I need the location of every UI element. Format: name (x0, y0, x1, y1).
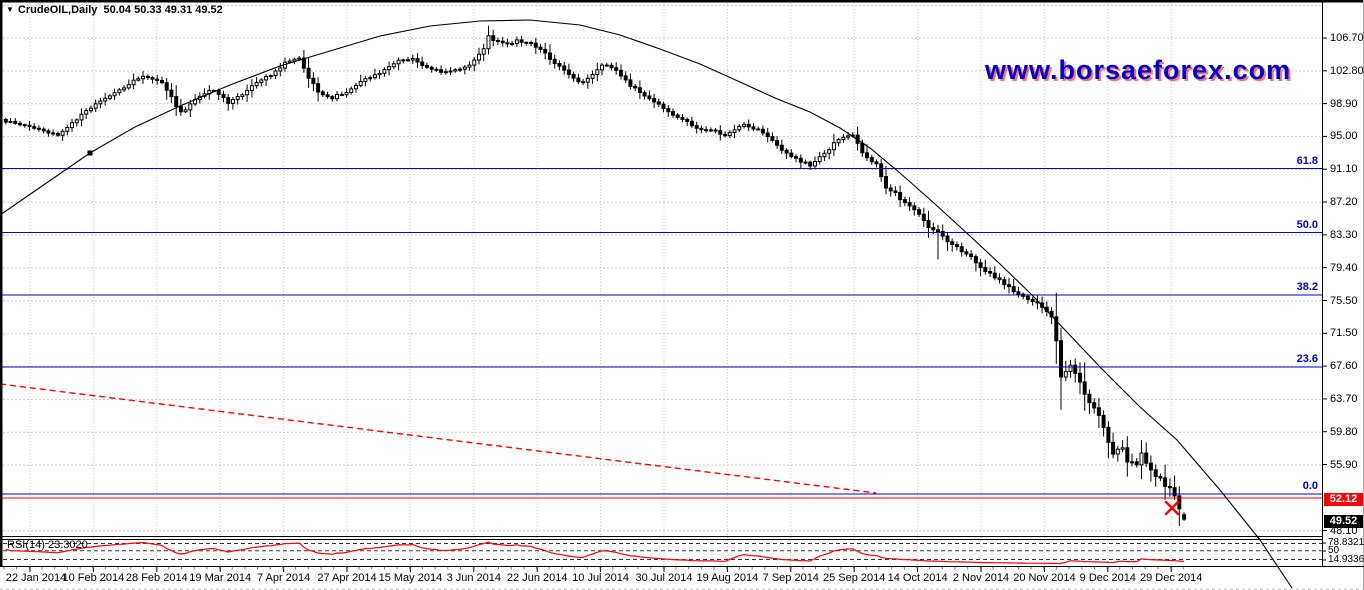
price-axis-label: 59.80 (1330, 425, 1358, 438)
parabolic-trend-curve[interactable] (0, 19, 1293, 589)
price-axis-label: 67.60 (1330, 360, 1358, 373)
fib-level-label: 38.2 (1296, 281, 1318, 293)
red-dashed-trendline[interactable] (0, 383, 877, 494)
price-axis-label: 48.10 (1330, 524, 1358, 537)
date-axis-label: 15 May 2014 (378, 572, 443, 584)
chart-symbol-period: CrudeOIL,Daily (17, 4, 98, 16)
date-axis-label: 28 Feb 2014 (125, 572, 188, 584)
date-axis-label: 29 Dec 2014 (1139, 572, 1203, 584)
date-axis-label: 20 Nov 2014 (1013, 572, 1076, 584)
sell-signal-icon (1164, 500, 1180, 516)
rsi-indicator-label: RSI(14) 23.3020 (7, 539, 88, 551)
fib-level-label: 0.0 (1302, 480, 1318, 492)
date-axis-label: 10 Feb 2014 (62, 572, 125, 584)
price-axis-label: 83.30 (1330, 228, 1358, 241)
price-axis-label: 98.90 (1330, 97, 1358, 110)
date-axis-label: 22 Jan 2014 (5, 572, 67, 584)
chart-ohlc-values: 50.04 50.33 49.31 49.52 (103, 4, 223, 16)
last-price-badge: 49.52 (1324, 514, 1363, 528)
price-axis-label: 63.70 (1330, 392, 1358, 405)
fibonacci-retracement-lines[interactable] (2, 168, 1322, 495)
date-axis-label: 7 Apr 2014 (256, 572, 311, 584)
chart-title-bar[interactable]: ▼ CrudeOIL,Daily 50.04 50.33 49.31 49.52 (6, 4, 223, 16)
candlestick-series (3, 25, 1187, 526)
fib-level-label: 50.0 (1296, 218, 1318, 231)
date-axis-label: 25 Sep 2014 (822, 572, 886, 584)
date-axis-label: 14 Oct 2014 (887, 572, 948, 584)
date-axis-label: 22 Jun 2014 (506, 572, 568, 584)
rsi-axis-label: 50 (1328, 545, 1340, 556)
date-axis-label: 10 Jul 2014 (572, 572, 630, 584)
rsi-axis-label: 78.8321 (1328, 537, 1364, 548)
rsi-level-lines (3, 543, 1322, 560)
grid-vertical-lines (29, 3, 1172, 566)
price-axis-label: 75.50 (1330, 294, 1358, 307)
date-axis-label: 30 Jul 2014 (635, 572, 693, 584)
fib-level-label: 61.8 (1296, 154, 1318, 167)
watermark-text: www.borsaeforex.com (985, 55, 1292, 85)
curve-handle-marker[interactable] (87, 150, 93, 156)
date-axis-label: 19 Aug 2014 (696, 572, 759, 584)
fib-level-label: 23.6 (1296, 353, 1318, 365)
date-axis-ticks (3, 567, 1184, 572)
date-axis-label: 27 Apr 2014 (317, 572, 377, 584)
rsi-line (5, 541, 1185, 565)
price-axis-label: 91.10 (1330, 163, 1358, 176)
rsi-panel-splitter[interactable] (2, 536, 1322, 540)
price-axis-label: 95.00 (1330, 130, 1358, 143)
date-axis-label: 2 Nov 2014 (952, 572, 1010, 584)
price-axis-label: 55.90 (1330, 458, 1358, 471)
price-axis-label: 71.50 (1330, 327, 1358, 340)
date-axis-label: 3 Jun 2014 (446, 572, 502, 584)
price-axis-label: 102.80 (1330, 64, 1364, 77)
rsi-axis-label: 14.9336 (1328, 554, 1364, 565)
price-axis-label: 87.20 (1330, 196, 1358, 208)
date-axis-label: 7 Sep 2014 (762, 572, 819, 584)
price-axis-ticks (1322, 37, 1327, 561)
chart-dropdown-icon[interactable]: ▼ (6, 5, 14, 14)
price-alert-badge: 52.12 (1324, 492, 1363, 506)
price-axis-label: 106.70 (1330, 32, 1364, 44)
date-axis-label: 9 Dec 2014 (1079, 572, 1136, 584)
date-axis-label: 19 Mar 2014 (189, 572, 252, 584)
price-axis-label: 79.40 (1330, 261, 1358, 274)
